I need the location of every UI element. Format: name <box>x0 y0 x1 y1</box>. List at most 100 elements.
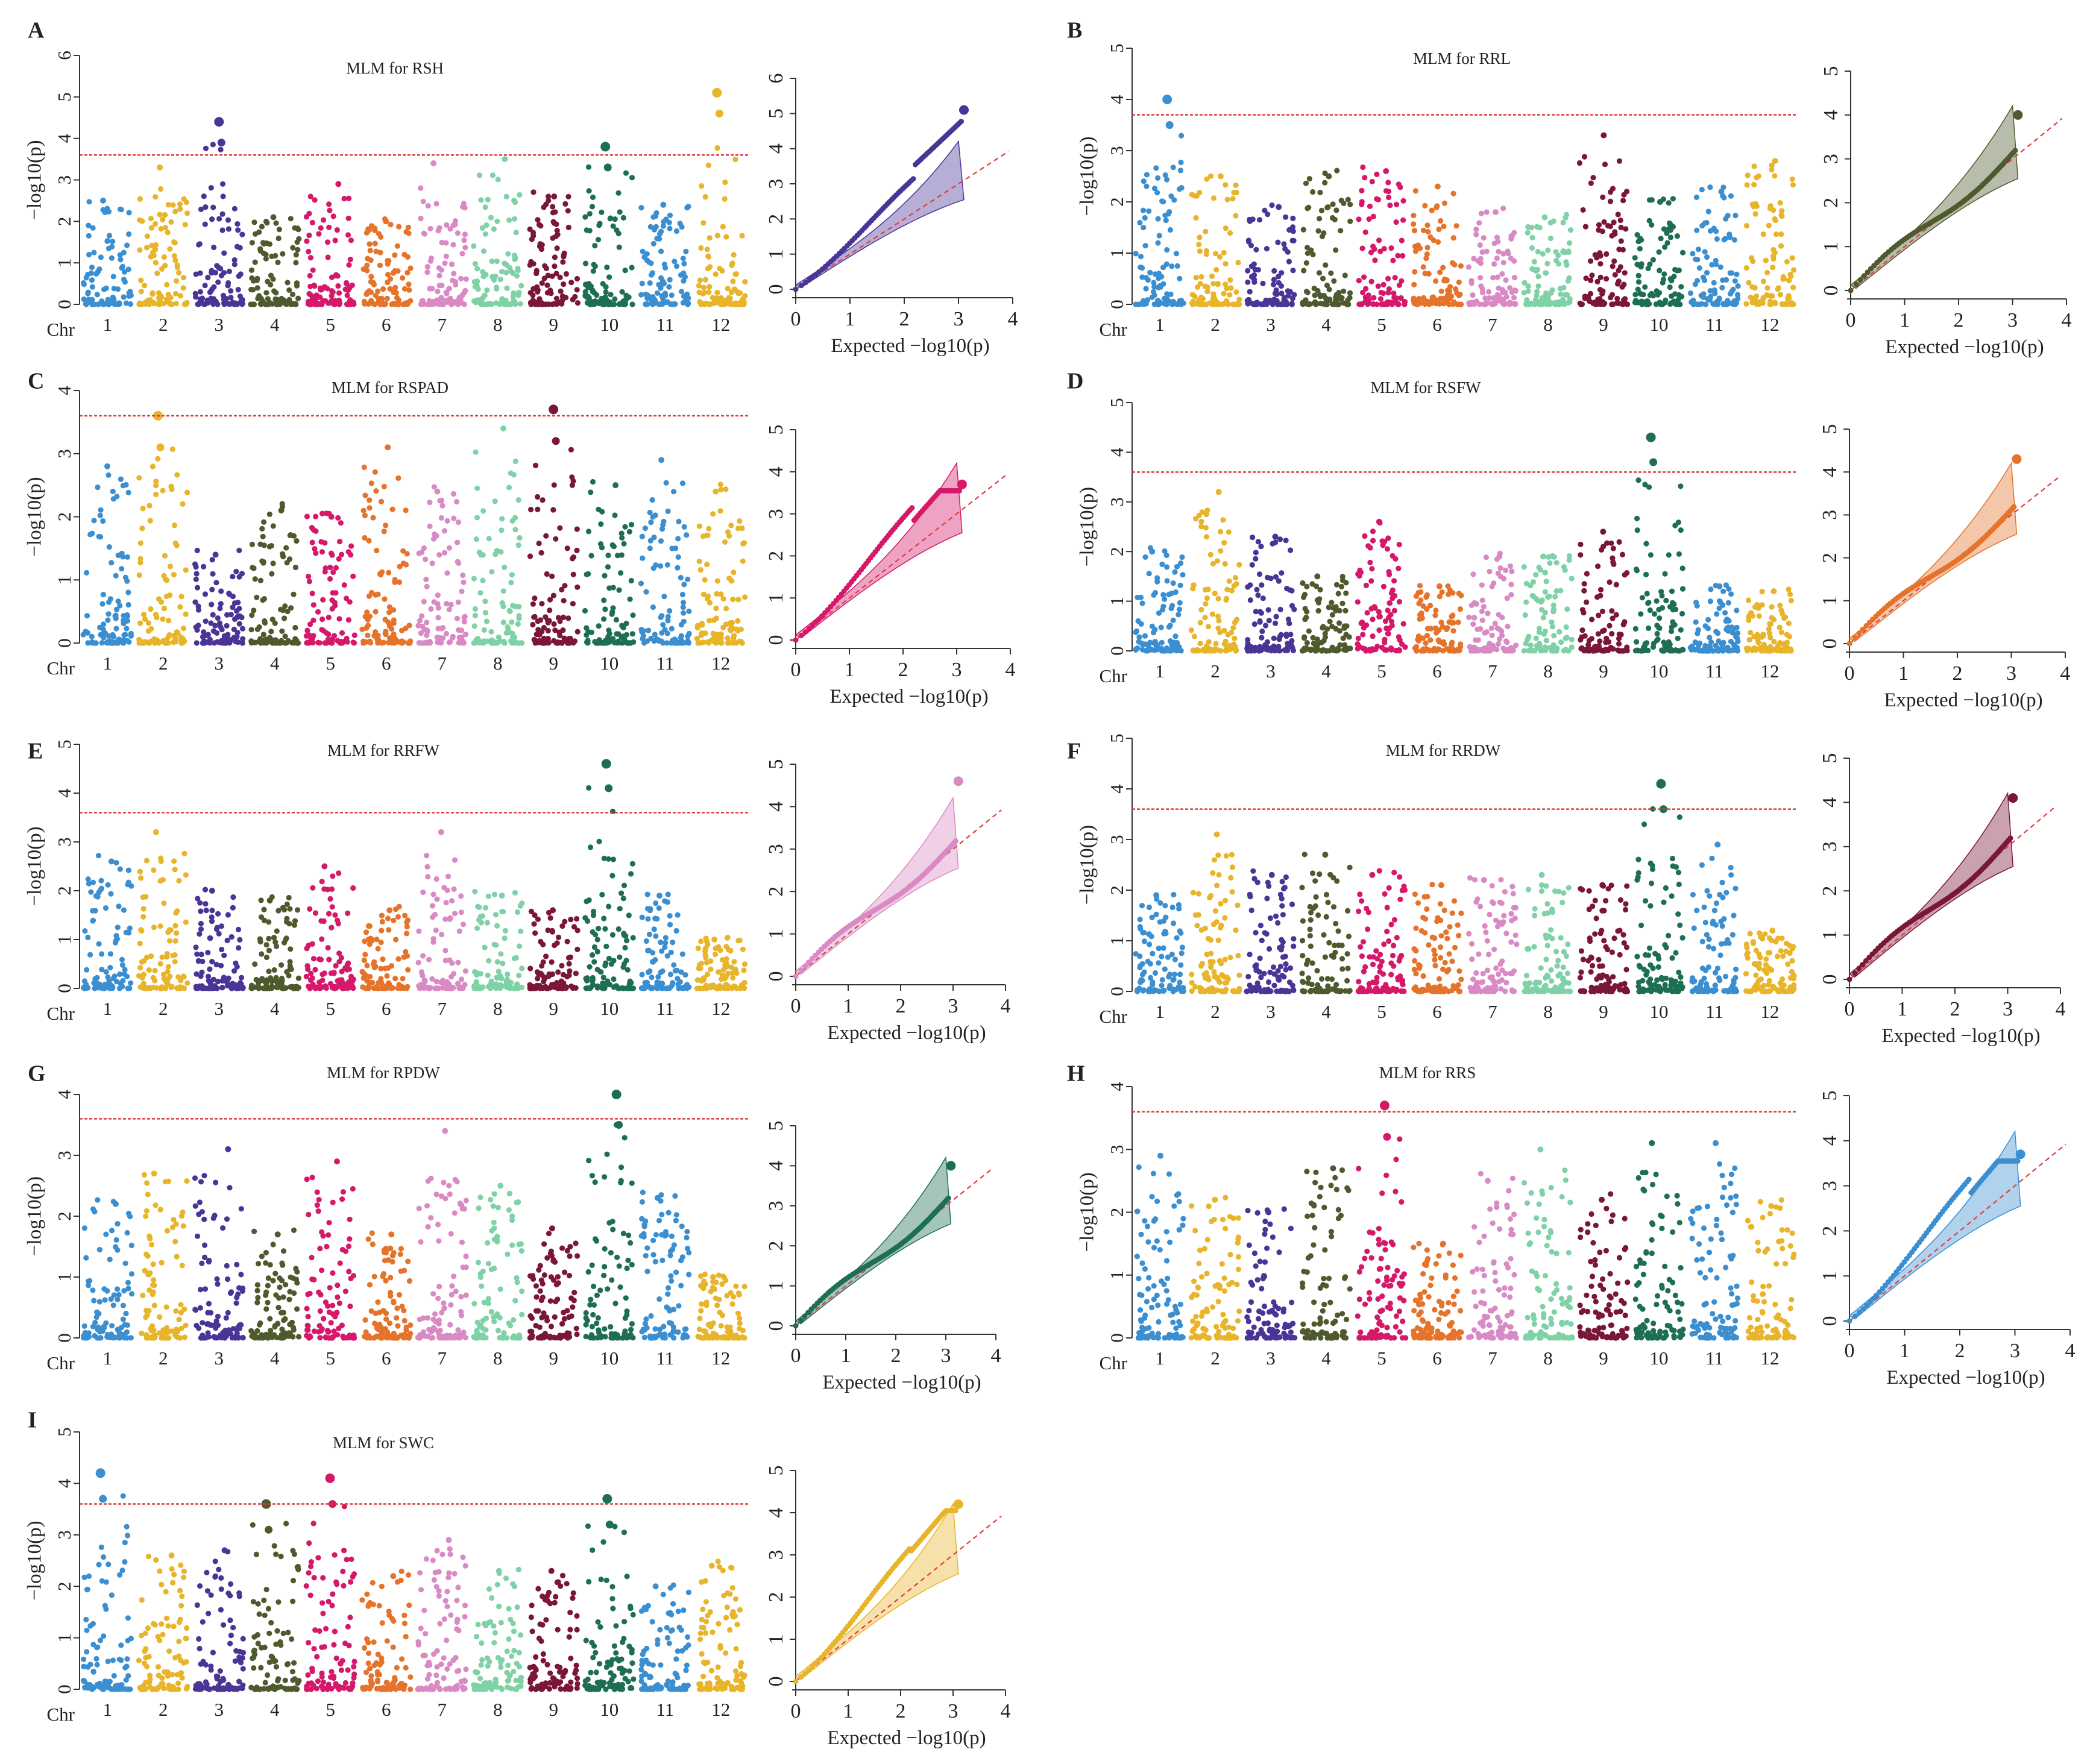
snp-point <box>588 489 594 495</box>
snp-point <box>626 529 632 535</box>
snp-point <box>650 240 656 246</box>
snp-point <box>254 594 260 600</box>
snp-point <box>1368 578 1374 584</box>
snp-point <box>1361 274 1367 280</box>
snp-point <box>201 193 207 199</box>
snp-point <box>685 576 691 582</box>
snp-point <box>1164 301 1170 307</box>
snp-point <box>679 591 685 598</box>
snp-point <box>554 228 560 234</box>
snp-point <box>663 480 669 486</box>
snp-point <box>1272 648 1278 654</box>
snp-point <box>1146 208 1152 214</box>
snp-point <box>1670 648 1676 654</box>
snp-point <box>172 209 178 215</box>
qq-y-tick-label: 2 <box>765 214 787 224</box>
significant-snp <box>600 142 611 152</box>
snp-point <box>444 222 450 228</box>
snp-point <box>1284 585 1290 592</box>
snp-point <box>540 497 546 503</box>
snp-point <box>1341 288 1347 294</box>
snp-points <box>1133 432 1794 654</box>
qq-x-tick-label: 4 <box>1006 659 1016 681</box>
snp-point <box>1619 551 1626 557</box>
snp-point <box>1490 301 1496 307</box>
snp-point <box>461 237 467 243</box>
snp-point <box>512 603 518 610</box>
snp-point <box>612 512 618 518</box>
snp-point <box>1202 615 1208 621</box>
snp-point <box>1604 251 1610 257</box>
snp-point <box>236 574 242 580</box>
snp-point <box>1743 222 1750 229</box>
snp-point <box>732 301 738 307</box>
snp-point <box>1528 583 1534 589</box>
chr-label-9: 9 <box>1599 314 1608 335</box>
snp-point <box>514 273 520 279</box>
snp-point <box>1640 648 1646 654</box>
snp-point <box>1402 301 1408 307</box>
chr-axis-label: Chr <box>47 319 75 340</box>
snp-point <box>1331 278 1337 284</box>
snp-point <box>345 232 351 238</box>
snp-point <box>1497 565 1503 571</box>
snp-point <box>257 577 264 583</box>
snp-point <box>619 289 625 295</box>
snp-point <box>1133 629 1139 635</box>
snp-point <box>551 482 557 488</box>
snp-point <box>1306 176 1312 182</box>
snp-point <box>543 533 549 539</box>
snp-point <box>1198 518 1204 525</box>
snp-point <box>1256 217 1263 223</box>
snp-point <box>1750 258 1756 265</box>
snp-point <box>720 596 726 602</box>
snp-point <box>238 298 244 304</box>
snp-point <box>1696 648 1702 654</box>
snp-point <box>1369 178 1375 184</box>
snp-point <box>532 614 538 620</box>
snp-point <box>614 227 620 233</box>
snp-point <box>1347 290 1353 296</box>
snp-point <box>346 195 352 201</box>
snp-point <box>592 243 598 249</box>
snp-point <box>1265 607 1271 613</box>
snp-point <box>1723 277 1729 283</box>
snp-point <box>1328 270 1334 276</box>
qq-x-tick-label: 2 <box>1954 309 1964 331</box>
snp-point <box>1549 624 1555 630</box>
snp-point <box>443 253 449 259</box>
chr-axis-label: Chr <box>1100 319 1128 340</box>
snp-point <box>307 301 313 307</box>
snp-point <box>86 251 92 258</box>
snp-point <box>320 597 326 603</box>
snp-point <box>1645 265 1651 271</box>
snp-point <box>1291 237 1297 243</box>
snp-point <box>104 238 110 244</box>
snp-point <box>1581 610 1587 616</box>
snp-point <box>1671 601 1677 607</box>
chr-label-7: 7 <box>438 653 447 674</box>
snp-point <box>735 618 741 624</box>
snp-point <box>628 577 634 584</box>
snp-point <box>1412 243 1418 250</box>
qq-point <box>909 505 915 511</box>
snp-point <box>1725 213 1731 219</box>
snp-point <box>1597 638 1603 644</box>
snp-point <box>1609 608 1615 614</box>
snp-point <box>1343 580 1349 586</box>
snp-point <box>1371 295 1377 301</box>
snp-point <box>1778 231 1784 237</box>
snp-point <box>121 294 127 300</box>
snp-point <box>658 563 664 569</box>
snp-point <box>1580 207 1586 213</box>
snp-point <box>1763 257 1769 263</box>
snp-point <box>1711 280 1717 286</box>
snp-point <box>1589 272 1595 278</box>
snp-point <box>1203 601 1209 607</box>
snp-point <box>1333 582 1340 588</box>
snp-point <box>663 300 670 306</box>
snp-point <box>1535 249 1541 255</box>
snp-point <box>341 582 347 588</box>
snp-point <box>205 274 211 281</box>
manhattan-y-label: −log10(p) <box>1077 487 1098 567</box>
